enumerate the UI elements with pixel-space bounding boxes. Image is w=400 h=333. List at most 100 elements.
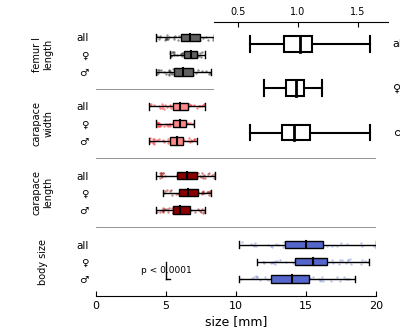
Point (344, 277, 350, 282)
Point (172, 208, 179, 213)
Point (159, 207, 166, 213)
Point (192, 54, 198, 60)
Point (192, 50, 198, 56)
Point (338, 240, 344, 246)
Point (336, 261, 342, 266)
Point (207, 71, 213, 76)
Point (268, 244, 274, 249)
Point (192, 53, 199, 59)
Point (199, 170, 205, 176)
Point (160, 171, 166, 176)
Point (206, 193, 212, 198)
Point (319, 241, 325, 247)
Point (285, 276, 291, 281)
Bar (271, 275, 309, 283)
Point (160, 138, 166, 143)
Point (174, 139, 180, 144)
Point (164, 141, 171, 146)
Bar (181, 34, 200, 41)
Point (174, 53, 180, 58)
Point (156, 36, 162, 41)
Point (173, 122, 179, 127)
Point (178, 188, 184, 193)
Point (166, 69, 172, 74)
Point (188, 71, 195, 77)
Point (167, 68, 173, 74)
Point (182, 190, 188, 195)
Point (169, 206, 176, 211)
Point (282, 277, 288, 282)
Point (176, 205, 182, 210)
Point (198, 54, 204, 60)
Point (294, 257, 300, 263)
Point (164, 206, 170, 212)
Point (158, 172, 164, 178)
Point (160, 170, 166, 175)
Point (265, 242, 271, 248)
Point (299, 276, 305, 281)
Point (185, 53, 191, 58)
Point (149, 137, 156, 142)
Point (250, 243, 257, 248)
Point (182, 188, 188, 193)
Point (341, 275, 348, 280)
Point (303, 279, 310, 284)
Point (171, 51, 178, 57)
Point (191, 209, 198, 214)
Point (186, 175, 192, 181)
Point (270, 260, 276, 265)
Point (292, 257, 298, 263)
Point (156, 104, 162, 109)
Point (174, 105, 180, 110)
X-axis label: size [mm]: size [mm] (205, 315, 267, 328)
Point (174, 172, 180, 178)
Point (199, 104, 205, 109)
Point (304, 277, 310, 283)
Point (170, 36, 177, 42)
Point (160, 209, 166, 214)
Point (185, 69, 192, 74)
Point (345, 258, 352, 263)
Point (156, 120, 162, 126)
Point (189, 53, 196, 58)
Point (168, 53, 174, 58)
Point (347, 257, 353, 262)
Point (160, 206, 167, 211)
Point (198, 190, 205, 195)
Point (180, 70, 186, 75)
Point (181, 102, 188, 107)
Point (269, 244, 275, 249)
Point (163, 71, 170, 77)
Point (211, 32, 218, 37)
Point (203, 189, 210, 195)
Point (344, 241, 350, 246)
Point (177, 121, 184, 127)
Point (265, 277, 271, 282)
Point (192, 50, 199, 55)
Bar (173, 120, 186, 127)
Point (198, 207, 205, 212)
Point (175, 172, 182, 178)
Point (200, 173, 206, 178)
Point (178, 50, 185, 56)
Point (157, 33, 163, 38)
Point (184, 121, 190, 126)
Point (185, 54, 192, 59)
Point (289, 277, 296, 282)
Point (152, 139, 158, 144)
Point (167, 188, 174, 193)
Point (337, 278, 343, 283)
Point (318, 258, 324, 263)
Point (339, 257, 345, 262)
Point (184, 206, 190, 211)
Point (159, 174, 165, 180)
Bar (184, 51, 197, 58)
Point (156, 124, 163, 129)
Point (362, 258, 368, 264)
Point (248, 275, 255, 280)
Point (319, 274, 326, 279)
Point (210, 37, 216, 42)
Point (282, 277, 288, 283)
Point (149, 139, 156, 145)
Point (166, 103, 173, 109)
